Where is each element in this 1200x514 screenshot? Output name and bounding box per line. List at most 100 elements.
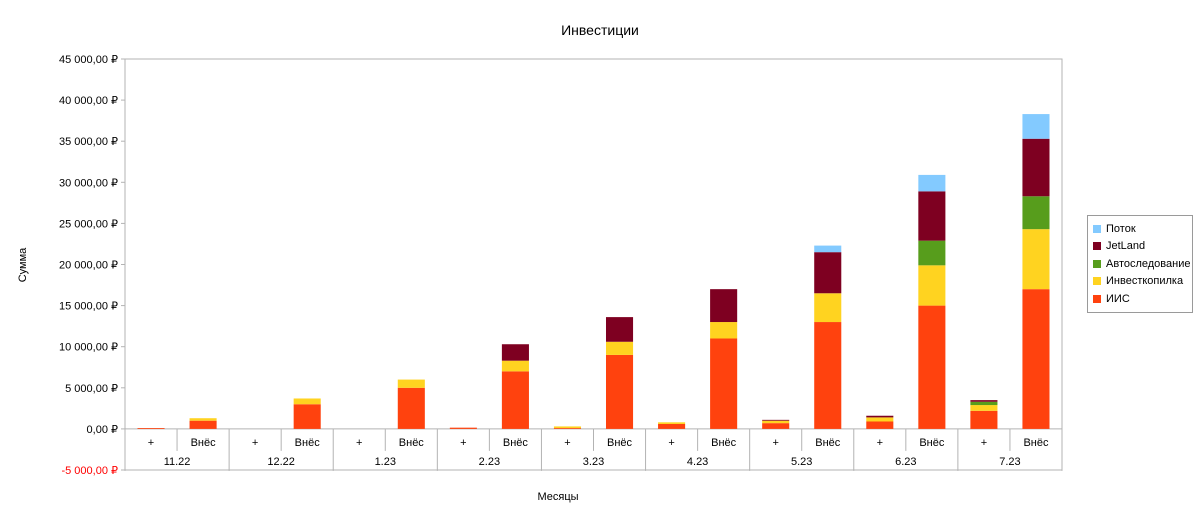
bar-segment — [189, 420, 217, 429]
bar-segment — [866, 415, 894, 418]
bar-segment — [658, 423, 686, 429]
x-subcategory-label: + — [252, 437, 258, 449]
chart-title: Инвестиции — [561, 22, 639, 38]
plot-area: 45 000,00 ₽ 40 000,00 ₽ 35 000,00 ₽ 30 000,… — [59, 54, 1063, 477]
x-subcategory-label: + — [981, 437, 987, 449]
bar-segment — [970, 410, 998, 429]
y-tick-label: 10 000,00 ₽ — [59, 342, 118, 354]
x-subcategory-label: Внёс — [191, 437, 217, 449]
bar-segment — [762, 419, 790, 421]
legend-label: Инвесткопилка — [1106, 275, 1184, 288]
x-subcategory-label: + — [356, 437, 362, 449]
bar-segment — [605, 354, 634, 429]
bar-segment — [866, 421, 894, 429]
bar-segment — [658, 422, 686, 424]
bar-segment — [553, 428, 582, 429]
y-tick-label: 45 000,00 ₽ — [59, 54, 118, 66]
bar-segment — [762, 420, 790, 424]
bar-segment — [1022, 114, 1050, 139]
legend-label: Автоследование — [1106, 257, 1191, 270]
bar-segment — [762, 423, 790, 429]
x-subcategory-label: + — [877, 437, 883, 449]
x-subcategory-label: Внёс — [607, 437, 633, 449]
x-subcategory-label: Внёс — [815, 437, 841, 449]
legend-item: JetLand — [1093, 238, 1192, 256]
x-subcategory-label: + — [460, 437, 466, 449]
bar-segment — [970, 405, 998, 411]
bar-segment — [501, 371, 529, 429]
bar-segment — [397, 387, 425, 429]
legend-label: Поток — [1106, 222, 1136, 235]
legend-swatch — [1093, 277, 1101, 286]
bar-segment — [293, 404, 321, 429]
x-group-label: 3.23 — [583, 456, 604, 468]
bar-segment — [449, 427, 477, 429]
bar-segment — [189, 418, 217, 421]
x-subcategory-label: + — [668, 437, 674, 449]
x-group-label: 5.23 — [791, 456, 812, 468]
x-group-label: 12.22 — [267, 456, 295, 468]
legend-swatch — [1093, 224, 1101, 233]
bar-segment — [1022, 229, 1050, 290]
y-axis-label: Сумма — [17, 247, 29, 282]
bar-segment — [918, 305, 946, 429]
bar-segment — [970, 401, 998, 406]
legend-swatch — [1093, 294, 1101, 303]
bar-segment — [397, 379, 425, 388]
x-subcategory-label: + — [148, 437, 154, 449]
y-tick-label: 30 000,00 ₽ — [59, 177, 118, 189]
bar-segment — [293, 398, 321, 405]
bar-segment — [918, 174, 946, 192]
bar-segment — [918, 265, 946, 306]
x-subcategory-label: Внёс — [919, 437, 945, 449]
bar-segment — [137, 428, 165, 429]
x-group-label: 11.22 — [164, 456, 191, 468]
y-tick-label: 5 000,00 ₽ — [65, 383, 118, 395]
legend-label: JetLand — [1106, 240, 1146, 253]
bar-segment — [814, 293, 842, 323]
legend-item: Инвесткопилка — [1093, 273, 1192, 291]
bar-segment — [970, 400, 998, 402]
bar-segment — [501, 344, 529, 361]
bar-segment — [918, 191, 946, 241]
x-subcategory-label: Внёс — [503, 437, 529, 449]
bar-segment — [710, 322, 738, 339]
legend-swatch — [1093, 242, 1101, 251]
x-subcategory-label: + — [564, 437, 570, 449]
y-tick-label: 35 000,00 ₽ — [59, 136, 118, 148]
bar-segment — [501, 360, 529, 372]
x-subcategory-label: Внёс — [295, 437, 321, 449]
y-tick-label: 0,00 ₽ — [87, 424, 118, 436]
x-subcategory-label: Внёс — [1023, 437, 1049, 449]
y-tick-label: 20 000,00 ₽ — [59, 260, 118, 272]
bar-segment — [1022, 289, 1050, 429]
x-axis-label: Месяцы — [537, 491, 578, 503]
bar-segment — [1022, 138, 1050, 197]
x-subcategory-label: + — [772, 437, 778, 449]
legend-item: ИИС — [1093, 290, 1192, 308]
bar-segment — [605, 317, 634, 342]
x-subcategory-label: Внёс — [399, 437, 425, 449]
bar-segment — [918, 240, 946, 266]
x-group-label: 6.23 — [895, 456, 916, 468]
x-group-label: 4.23 — [687, 456, 708, 468]
bar-segment — [814, 322, 842, 429]
bar-segment — [605, 341, 634, 355]
legend-label: ИИС — [1106, 292, 1130, 305]
legend-item: Поток — [1093, 220, 1192, 238]
x-subcategory-label: Внёс — [711, 437, 737, 449]
legend: Поток JetLand Автоследование Инвесткопилка И… — [1087, 215, 1193, 313]
legend-swatch — [1093, 259, 1101, 268]
bar-segment — [866, 417, 894, 422]
x-group-label: 7.23 — [999, 456, 1020, 468]
bar-segment — [710, 338, 738, 429]
y-tick-label: -5 000,00 ₽ — [61, 465, 118, 477]
bar-segment — [814, 252, 842, 294]
y-tick-label: 15 000,00 ₽ — [59, 301, 118, 313]
bar-segment — [710, 289, 738, 323]
bar-segment — [1022, 196, 1050, 230]
y-tick-label: 25 000,00 ₽ — [59, 218, 118, 230]
bar-segment — [553, 426, 582, 429]
